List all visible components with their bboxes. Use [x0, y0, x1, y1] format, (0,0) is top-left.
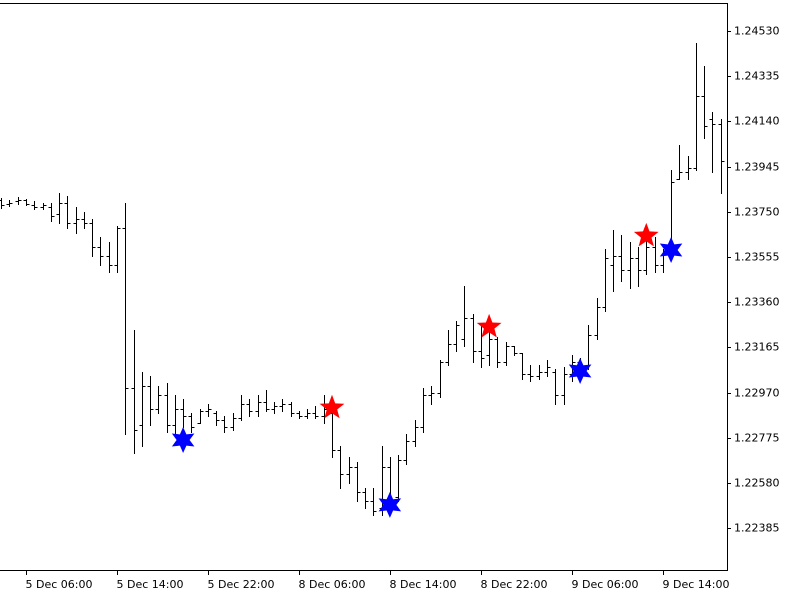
x-tick-label: 5 Dec 06:00: [26, 578, 93, 591]
y-tick-label: 1.22970: [734, 387, 780, 400]
x-tick-label: 5 Dec 14:00: [117, 578, 184, 591]
y-tick-label: 1.24335: [734, 70, 780, 83]
y-tick-label: 1.23555: [734, 251, 780, 264]
signal-marker: [568, 358, 592, 384]
signal-marker: [633, 222, 659, 247]
y-tick-label: 1.23165: [734, 341, 780, 354]
y-tick-label: 1.24140: [734, 115, 780, 128]
y-tick-label: 1.23750: [734, 206, 780, 219]
plot-frame: [0, 3, 728, 571]
signal-marker: [171, 427, 195, 453]
y-tick-label: 1.22580: [734, 477, 780, 490]
y-tick-label: 1.23945: [734, 161, 780, 174]
y-tick-label: 1.22775: [734, 432, 780, 445]
x-tick-label: 8 Dec 06:00: [299, 578, 366, 591]
x-tick-label: 5 Dec 22:00: [208, 578, 275, 591]
signal-marker: [378, 491, 402, 518]
signal-marker: [476, 313, 502, 338]
x-tick-label: 9 Dec 06:00: [572, 578, 639, 591]
y-tick-label: 1.22385: [734, 522, 780, 535]
y-tick-label: 1.24530: [734, 25, 780, 38]
y-tick-label: 1.23360: [734, 296, 780, 309]
x-tick-label: 8 Dec 22:00: [481, 578, 548, 591]
x-tick-label: 8 Dec 14:00: [390, 578, 457, 591]
signal-marker: [319, 394, 345, 419]
x-tick-label: 9 Dec 14:00: [663, 578, 730, 591]
signal-marker: [659, 237, 683, 263]
